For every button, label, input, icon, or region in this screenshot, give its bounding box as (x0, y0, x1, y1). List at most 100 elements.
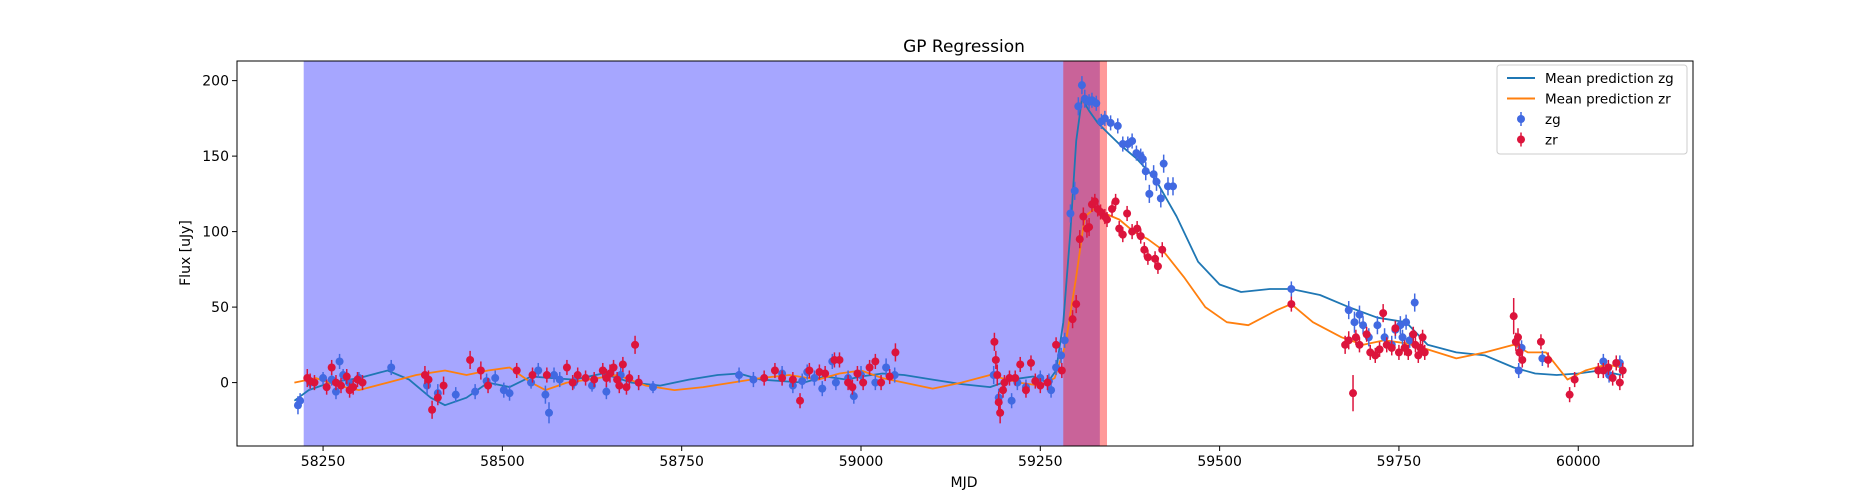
x-tick-label: 59750 (1377, 454, 1422, 470)
zg-point-30 (649, 383, 657, 392)
zg-point-97 (1405, 336, 1414, 345)
zg-point-96 (1402, 318, 1411, 327)
x-tick-label: 60000 (1556, 454, 1601, 470)
zr-point-26 (581, 374, 590, 383)
zr-point-78 (1079, 212, 1088, 221)
zr-point-2 (310, 378, 319, 387)
zg-point-40 (831, 378, 840, 387)
zr-point-136 (1612, 358, 1621, 367)
zr-point-20 (512, 366, 521, 375)
x-tick-label: 58500 (480, 454, 525, 470)
x-tick-label: 59250 (1018, 454, 1063, 470)
zg-point-75 (1138, 155, 1147, 164)
shaded-region-1 (303, 61, 1100, 446)
plot-frame (236, 60, 1694, 447)
zr-point-102 (1344, 336, 1353, 345)
y-tick-label: 100 (202, 225, 229, 241)
zr-point-87 (1108, 204, 1117, 213)
zg-point-69 (1113, 121, 1122, 130)
zg-point-88 (1359, 321, 1368, 330)
zr-point-48 (835, 355, 844, 364)
zr-point-28 (598, 366, 607, 375)
zg-point-99 (1514, 366, 1523, 375)
zg-point-61 (1077, 81, 1086, 90)
zg-point-57 (1060, 336, 1069, 345)
zr-point-24 (568, 378, 577, 387)
zr-point-135 (1608, 374, 1617, 383)
legend-label-1: Mean prediction zr (1545, 92, 1671, 108)
legend: Mean prediction zg Mean prediction zr zg zr (1496, 64, 1688, 155)
zr-point-134 (1604, 363, 1613, 372)
zg-point-14 (471, 387, 480, 396)
zr-point-18 (476, 366, 485, 375)
zg-point-67 (1100, 114, 1109, 123)
zr-point-58 (990, 337, 999, 346)
chart-title: GP Regression (903, 37, 1025, 57)
zg-point-65 (1092, 99, 1101, 108)
zr-point-69 (1026, 358, 1035, 367)
zr-point-46 (821, 369, 830, 378)
observation-points (293, 76, 1627, 424)
zr-point-35 (622, 383, 631, 392)
zr-point-63 (999, 386, 1008, 395)
zg-point-20 (534, 366, 543, 375)
zr-point-52 (859, 378, 868, 387)
zr-point-89 (1115, 224, 1124, 233)
zg-point-21 (541, 390, 550, 399)
x-tick-label: 58750 (659, 454, 704, 470)
zg-point-81 (1159, 159, 1168, 168)
legend-point-swatch-3 (1517, 135, 1525, 144)
zg-point-32 (749, 375, 758, 384)
x-tick-label: 59000 (839, 454, 884, 470)
zg-point-45 (882, 363, 891, 372)
zg-point-16 (491, 374, 500, 383)
zg-point-18 (505, 389, 514, 398)
zg-point-38 (818, 384, 827, 393)
zr-point-76 (1072, 300, 1081, 309)
zr-point-4 (327, 363, 336, 372)
zr-point-110 (1379, 309, 1388, 318)
zg-point-42 (849, 392, 858, 401)
zr-point-73 (1052, 340, 1061, 349)
zr-point-60 (993, 371, 1002, 380)
zr-point-50 (848, 383, 857, 392)
zr-point-65 (1005, 374, 1014, 383)
zg-point-68 (1106, 118, 1115, 127)
zg-point-24 (555, 375, 564, 384)
zg-point-79 (1152, 177, 1161, 186)
zg-point-10 (387, 363, 396, 372)
zr-point-77 (1075, 235, 1084, 244)
zg-point-31 (735, 371, 744, 380)
zr-point-15 (433, 393, 442, 402)
zr-point-7 (342, 372, 351, 381)
zg-point-80 (1156, 194, 1165, 203)
zr-point-75 (1068, 315, 1077, 324)
zg-point-84 (1287, 284, 1296, 293)
zr-point-39 (760, 374, 769, 383)
zg-point-6 (335, 357, 344, 366)
zr-point-11 (358, 378, 367, 387)
zr-point-127 (1518, 355, 1527, 364)
zr-point-80 (1085, 223, 1094, 232)
zg-point-72 (1128, 137, 1137, 146)
zr-point-57 (891, 348, 900, 357)
zr-point-96 (1143, 253, 1152, 262)
zr-point-121 (1418, 333, 1427, 342)
zr-point-129 (1544, 355, 1553, 364)
zr-point-74 (1057, 366, 1066, 375)
zg-point-27 (602, 387, 611, 396)
zr-point-130 (1565, 390, 1574, 399)
zr-point-109 (1375, 345, 1384, 354)
zr-point-86 (1103, 215, 1112, 224)
zr-point-99 (1158, 245, 1167, 254)
zr-point-106 (1362, 330, 1371, 339)
zr-point-68 (1021, 386, 1030, 395)
x-tick-label: 59500 (1197, 454, 1242, 470)
mean-prediction-line-0 (293, 97, 1622, 407)
zr-point-126 (1515, 348, 1524, 357)
x-axis-label: MJD (951, 475, 978, 491)
legend-label-3: zr (1545, 133, 1558, 149)
y-tick-label: 0 (220, 376, 229, 392)
zg-point-102 (1599, 357, 1608, 366)
